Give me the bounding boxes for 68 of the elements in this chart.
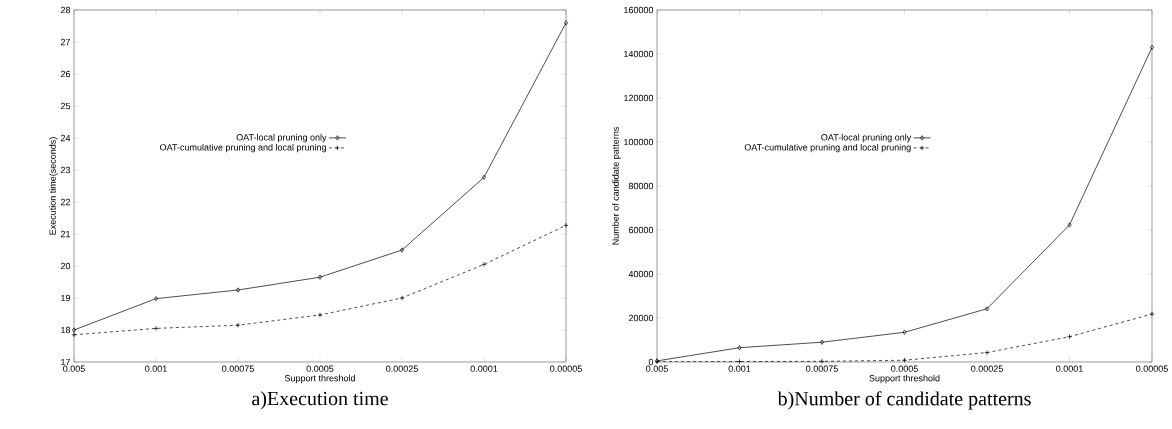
y-tick-label: 20000 bbox=[628, 314, 654, 322]
y-tick-label: 22 bbox=[60, 198, 71, 206]
x-tick-label: 0.00075 bbox=[806, 365, 838, 372]
x-tick-label: 0.005 bbox=[646, 365, 668, 372]
y-tick-label: 0 bbox=[648, 358, 654, 366]
x-tick-label: 0.00005 bbox=[1136, 365, 1168, 372]
y-tick-label: 40000 bbox=[628, 270, 654, 278]
point bbox=[399, 295, 405, 301]
point bbox=[400, 247, 404, 253]
legend-label: OAT-local pruning only bbox=[821, 133, 912, 143]
x-tick-label: 0.00005 bbox=[550, 365, 582, 372]
y-tick-label: 27 bbox=[60, 38, 71, 46]
point bbox=[235, 322, 241, 328]
point bbox=[1149, 311, 1155, 317]
point bbox=[984, 349, 990, 356]
x-tick-label: 0.0005 bbox=[891, 365, 918, 372]
point bbox=[985, 306, 990, 312]
x-tick-label: 0.001 bbox=[728, 365, 751, 372]
point bbox=[317, 312, 323, 318]
y-tick-label: 17 bbox=[61, 358, 71, 366]
point bbox=[901, 357, 908, 363]
y-tick-label: 60000 bbox=[628, 226, 654, 234]
y-tick-label: 23 bbox=[60, 166, 71, 174]
point bbox=[153, 325, 159, 331]
y-tick-label: 120000 bbox=[624, 94, 654, 102]
point bbox=[820, 339, 825, 345]
point bbox=[1066, 334, 1073, 340]
x-tick-label: 0.0001 bbox=[1056, 365, 1083, 372]
x-tick-label: 0.00025 bbox=[386, 365, 418, 372]
y-tick-label: 25 bbox=[60, 102, 71, 110]
x-axis-title: Support threshold bbox=[284, 374, 355, 384]
x-tick-label: 0.001 bbox=[145, 365, 167, 372]
y-tick-label: 140000 bbox=[624, 50, 654, 58]
legend-label: OAT-cumulative pruning and local pruning bbox=[744, 143, 911, 153]
y-axis-title: Execution time(seconds) bbox=[49, 137, 58, 235]
y-tick-label: 100000 bbox=[624, 138, 654, 146]
y-tick-label: 80000 bbox=[628, 182, 654, 190]
point bbox=[481, 261, 487, 267]
x-tick-label: 0.00075 bbox=[222, 365, 254, 372]
point bbox=[154, 296, 158, 302]
point bbox=[736, 359, 743, 365]
y-tick-label: 160000 bbox=[624, 6, 654, 14]
x-tick-label: 0.005 bbox=[63, 365, 85, 372]
legend-label: OAT-local pruning only bbox=[236, 133, 327, 143]
y-tick-label: 19 bbox=[61, 294, 71, 302]
point bbox=[1067, 222, 1072, 228]
text: a)Execution time bbox=[252, 391, 388, 410]
y-axis-title: Number of candidate patterns bbox=[612, 127, 621, 245]
text: b)Number of candidate patterns bbox=[777, 391, 1031, 410]
point bbox=[71, 332, 77, 338]
legend-label: OAT-cumulative pruning and local pruning bbox=[160, 143, 326, 153]
x-tick-label: 0.00025 bbox=[971, 365, 1003, 372]
point bbox=[737, 345, 742, 351]
y-tick-label: 26 bbox=[60, 70, 71, 78]
x-tick-label: 0.0005 bbox=[306, 365, 334, 372]
point bbox=[819, 358, 825, 364]
y-tick-label: 18 bbox=[61, 326, 71, 334]
point bbox=[482, 174, 486, 180]
y-tick-label: 28 bbox=[60, 6, 71, 14]
x-axis-title: Support threshold bbox=[869, 374, 940, 384]
point bbox=[318, 274, 322, 280]
y-tick-label: 24 bbox=[60, 134, 71, 142]
x-tick-label: 0.0001 bbox=[470, 365, 498, 372]
y-tick-label: 21 bbox=[60, 230, 71, 238]
point bbox=[563, 222, 569, 228]
point bbox=[236, 287, 240, 293]
y-tick-label: 20 bbox=[60, 262, 71, 270]
point bbox=[902, 329, 907, 335]
